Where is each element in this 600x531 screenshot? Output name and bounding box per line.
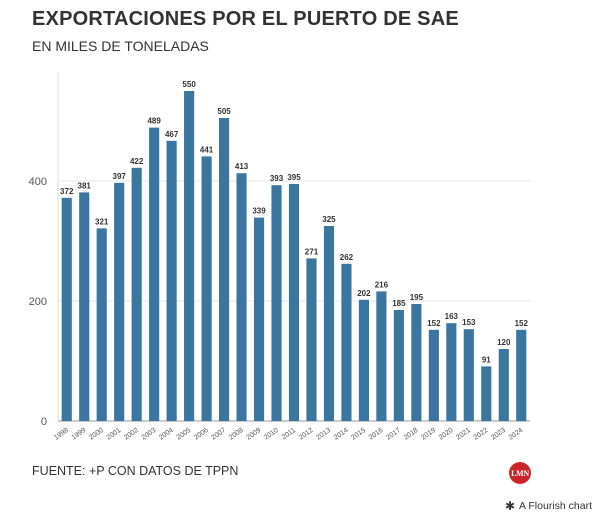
x-tick-label: 2007 (210, 427, 227, 442)
data-label: 381 (78, 181, 92, 190)
data-label: 393 (270, 174, 284, 183)
bar (358, 299, 369, 421)
bar (236, 173, 247, 421)
source-note: FUENTE: +P CON DATOS DE TPPN (32, 464, 239, 478)
data-label: 325 (322, 215, 336, 224)
x-tick-label: 2020 (438, 427, 455, 442)
data-label: 321 (95, 217, 109, 226)
x-tick-label: 2012 (298, 427, 315, 442)
asterisk-icon: ✱ (504, 499, 516, 513)
flourish-label: A Flourish chart (519, 500, 592, 512)
data-label: 339 (252, 207, 266, 216)
x-tick-label: 2019 (420, 427, 437, 442)
x-tick-label: 2022 (473, 427, 490, 442)
bar (201, 156, 212, 421)
data-label: 550 (182, 80, 196, 89)
data-label: 153 (462, 318, 476, 327)
bar (306, 258, 317, 421)
lmn-logo: LMN (509, 462, 531, 484)
data-label: 397 (113, 172, 127, 181)
x-tick-label: 2011 (281, 427, 297, 441)
chart-title: EXPORTACIONES POR EL PUERTO DE SAE (32, 8, 459, 30)
data-label: 262 (340, 253, 354, 262)
x-tick-label: 1998 (53, 427, 70, 442)
data-label: 216 (375, 280, 389, 289)
flourish-credit-link[interactable]: ✱ A Flourish chart (505, 500, 592, 512)
bar (516, 329, 527, 421)
y-tick-label: 0 (41, 416, 47, 428)
bar (166, 140, 177, 422)
data-label: 413 (235, 162, 249, 171)
bar (446, 323, 457, 421)
data-label: 422 (130, 157, 144, 166)
data-label: 202 (357, 289, 371, 298)
chart-subtitle: EN MILES DE TONELADAS (32, 38, 209, 54)
data-label: 395 (287, 173, 301, 182)
bar (498, 349, 509, 421)
data-label: 152 (427, 319, 441, 328)
x-tick-label: 2016 (368, 427, 385, 442)
x-tick-label: 2002 (123, 427, 140, 442)
bar (463, 329, 474, 421)
x-tick-label: 2005 (175, 427, 192, 442)
data-label: 441 (200, 145, 214, 154)
bar (131, 167, 142, 421)
x-tick-label: 2021 (455, 427, 472, 442)
x-tick-label: 1999 (71, 427, 88, 442)
x-tick-label: 2010 (263, 427, 280, 442)
x-tick-label: 2024 (508, 427, 525, 442)
x-tick-label: 2000 (88, 427, 105, 442)
data-label: 185 (392, 299, 406, 308)
y-tick-label: 200 (29, 296, 47, 308)
bar (341, 263, 352, 421)
x-tick-label: 2014 (333, 427, 350, 442)
bar (481, 366, 492, 421)
x-tick-label: 2023 (490, 427, 507, 442)
data-label: 152 (515, 319, 529, 328)
bar (219, 118, 230, 421)
x-tick-label: 2018 (403, 427, 420, 442)
bars (61, 91, 527, 422)
bar (323, 226, 335, 421)
x-tick-label: 2004 (158, 427, 175, 442)
data-label: 195 (410, 293, 424, 302)
x-axis: 1998 1999 2000 2001 2002 2003 2004 2005 2006 2007… (53, 427, 524, 442)
bar (79, 192, 90, 421)
bar (376, 291, 387, 421)
bar (149, 127, 160, 421)
bar (393, 310, 404, 421)
x-tick-label: 2015 (350, 427, 367, 442)
bar (253, 217, 265, 421)
bar (114, 182, 125, 421)
y-tick-label: 400 (29, 176, 47, 188)
y-axis: 0 200 400 (29, 176, 47, 428)
data-label: 163 (445, 312, 459, 321)
bar (61, 197, 72, 421)
bar (428, 329, 439, 421)
data-label: 91 (482, 355, 491, 364)
data-label: 271 (305, 247, 319, 256)
bar (96, 228, 107, 421)
x-tick-label: 2001 (106, 427, 123, 442)
x-tick-label: 2013 (315, 427, 332, 442)
data-label: 120 (497, 338, 511, 347)
x-tick-label: 2003 (141, 427, 158, 442)
x-tick-label: 2009 (245, 427, 262, 442)
data-label: 372 (60, 187, 74, 196)
data-label: 505 (217, 107, 231, 116)
x-tick-label: 2006 (193, 427, 210, 442)
bar (271, 185, 282, 421)
x-tick-label: 2008 (228, 427, 245, 442)
bar (411, 304, 422, 421)
data-label: 489 (147, 117, 161, 126)
data-label: 467 (165, 130, 179, 139)
bar (184, 91, 195, 421)
bar (288, 184, 300, 421)
x-tick-label: 2017 (385, 427, 402, 442)
